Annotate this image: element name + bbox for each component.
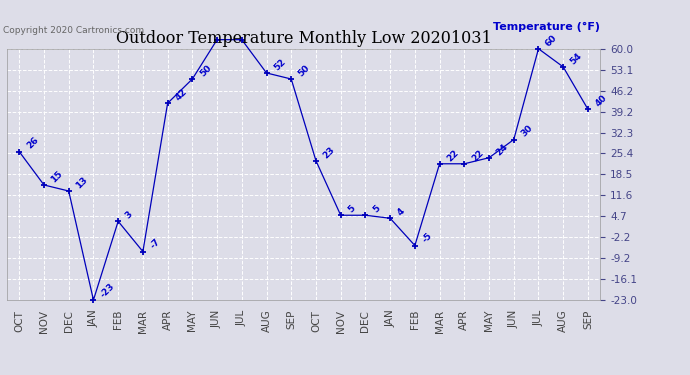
Text: 15: 15 — [50, 169, 65, 184]
Text: 50: 50 — [297, 63, 312, 78]
Title: Outdoor Temperature Monthly Low 20201031: Outdoor Temperature Monthly Low 20201031 — [116, 30, 491, 47]
Text: 63: 63 — [0, 374, 1, 375]
Text: 5: 5 — [371, 204, 382, 214]
Text: 24: 24 — [495, 142, 510, 157]
Text: 60: 60 — [544, 33, 559, 48]
Text: 5: 5 — [346, 204, 357, 214]
Text: 22: 22 — [445, 148, 460, 163]
Text: 54: 54 — [569, 51, 584, 66]
Text: 23: 23 — [322, 145, 337, 160]
Text: 3: 3 — [124, 210, 135, 220]
Text: -7: -7 — [148, 237, 162, 251]
Text: 4: 4 — [395, 207, 406, 218]
Text: 42: 42 — [173, 87, 188, 102]
Text: Copyright 2020 Cartronics.com: Copyright 2020 Cartronics.com — [3, 26, 145, 35]
Text: 26: 26 — [25, 136, 40, 151]
Text: 40: 40 — [593, 93, 609, 108]
Text: 30: 30 — [520, 124, 535, 139]
Text: 13: 13 — [75, 175, 90, 190]
Text: 52: 52 — [272, 57, 287, 72]
Text: 63: 63 — [0, 374, 1, 375]
Text: 22: 22 — [470, 148, 485, 163]
Text: 50: 50 — [198, 63, 213, 78]
Text: Temperature (°F): Temperature (°F) — [493, 22, 600, 32]
Text: -23: -23 — [99, 281, 117, 299]
Text: -5: -5 — [420, 231, 434, 245]
